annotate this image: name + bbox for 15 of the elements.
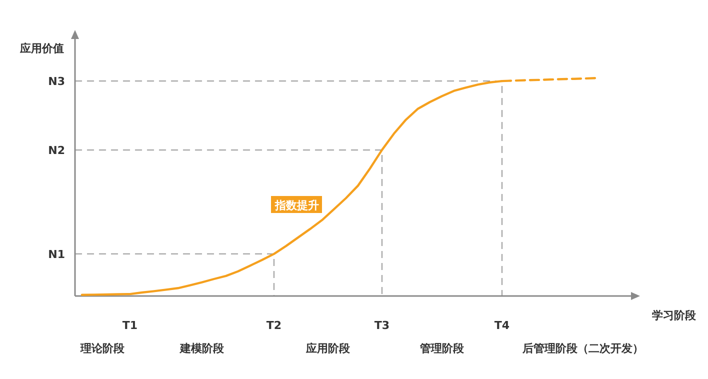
x-tick-label: T2 [266, 319, 282, 332]
x-tick-label: T4 [494, 319, 510, 332]
x-tick-label: T1 [122, 319, 138, 332]
x-tick-label: T3 [374, 319, 390, 332]
annotation: 指数提升 [274, 199, 319, 212]
y-axis-title: 应用价值 [19, 42, 64, 55]
text: 理论阶段 [79, 342, 126, 355]
text: 应用阶段 [304, 342, 351, 355]
x-axis-title: 学习阶段 [652, 309, 697, 322]
text: 后管理阶段（二次开发） [521, 342, 644, 355]
ref-line-label: N1 [48, 248, 65, 261]
ref-line-label: N3 [48, 75, 65, 88]
ref-line-label: N2 [48, 144, 65, 157]
text: 管理阶段 [418, 342, 465, 355]
text: 建模阶段 [178, 342, 225, 355]
